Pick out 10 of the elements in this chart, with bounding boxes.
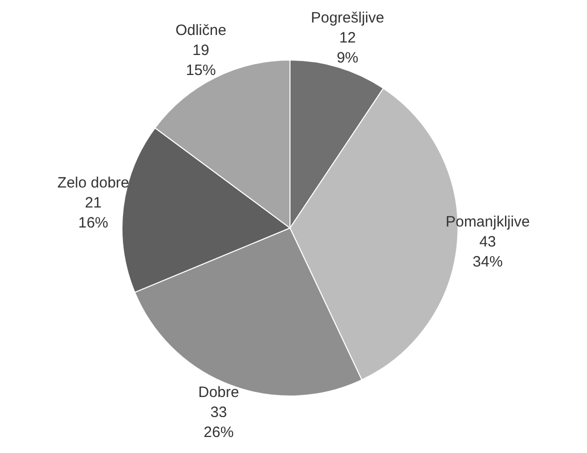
slice-label: Pogrešljive [310,9,384,26]
data-label: 21 16% [78,194,108,232]
slice-label: Zelo dobre [57,174,130,192]
slice-label: Odlične [175,22,226,39]
data-label: 19 15% [186,42,216,79]
slice-label: Dobre [198,384,240,401]
data-label: 43 34% [472,234,503,271]
data-label: 12 9% [336,29,358,66]
slice-label: Pomanjkljive [446,214,530,231]
data-label: 33 26% [204,404,234,441]
